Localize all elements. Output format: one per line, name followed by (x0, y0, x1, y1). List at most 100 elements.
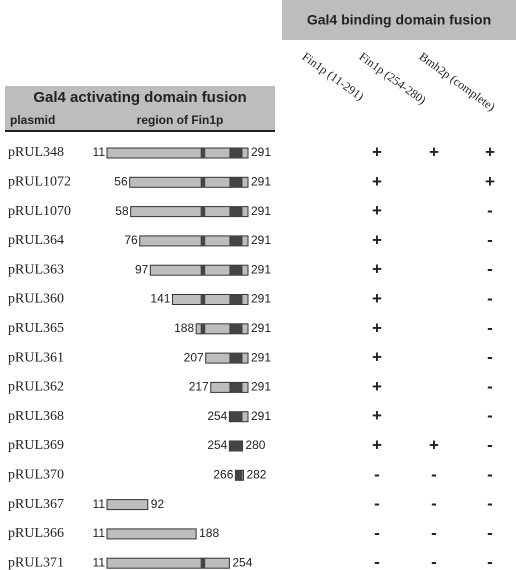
column-label: Bmh2p (complete) (417, 49, 498, 113)
region-bar (129, 176, 249, 188)
result: + (372, 318, 382, 337)
result: + (372, 406, 382, 425)
domain-block (200, 235, 206, 246)
result: - (431, 465, 437, 484)
domain-block (229, 294, 243, 305)
result: - (487, 318, 493, 337)
region-start: 58 (115, 204, 129, 218)
region-end: 291 (251, 350, 271, 364)
region-bar (130, 206, 249, 218)
region-end: 282 (246, 467, 266, 481)
binding-title: Gal4 binding domain fusion (307, 12, 491, 28)
column-label: Fin1p (11-291) (300, 49, 367, 103)
region-bar (106, 499, 149, 511)
result: + (372, 230, 382, 249)
region-end: 92 (151, 497, 165, 511)
activating-header-box (5, 86, 275, 130)
region-start: 254 (207, 409, 227, 423)
plasmid: pRUL368 (8, 409, 64, 424)
result: - (487, 201, 493, 220)
domain-block (229, 265, 243, 276)
plasmid: pRUL367 (8, 497, 64, 512)
region-bar (106, 557, 230, 569)
result: - (487, 230, 493, 249)
region-end: 291 (251, 292, 271, 306)
plasmid: pRUL1072 (8, 175, 71, 190)
region-start: 97 (135, 262, 149, 276)
region-end: 291 (251, 174, 271, 188)
domain-block (229, 323, 243, 334)
result: + (429, 142, 439, 161)
plasmid-label: plasmid (10, 113, 55, 127)
result: - (374, 523, 380, 542)
result: - (487, 377, 493, 396)
plasmid: pRUL366 (8, 526, 64, 541)
domain-block (200, 323, 206, 334)
result: - (431, 553, 437, 570)
result: + (372, 435, 382, 454)
region-bar (139, 235, 249, 247)
result: + (372, 348, 382, 367)
plasmid: pRUL370 (8, 468, 64, 483)
plasmid: pRUL365 (8, 321, 64, 336)
result: + (372, 260, 382, 279)
result: - (431, 494, 437, 513)
region-start: 11 (93, 555, 106, 569)
domain-block (229, 206, 243, 217)
domain-block (200, 294, 206, 305)
region-end: 291 (251, 409, 271, 423)
result: - (487, 289, 493, 308)
result: + (485, 142, 495, 161)
region-start: 11 (93, 526, 106, 540)
plasmid: pRUL1070 (8, 204, 71, 219)
region-end: 280 (245, 438, 265, 452)
result: - (374, 465, 380, 484)
region-start: 56 (114, 174, 128, 188)
domain-block (229, 441, 243, 451)
region-end: 291 (251, 233, 271, 247)
plasmid: pRUL363 (8, 262, 64, 277)
region-start: 254 (207, 438, 227, 452)
result: - (431, 523, 437, 542)
result: - (487, 348, 493, 367)
region-end: 291 (251, 262, 271, 276)
domain-block (200, 148, 206, 158)
region-start: 207 (184, 350, 204, 364)
plasmid: pRUL348 (8, 145, 64, 160)
region-bar (106, 528, 197, 540)
result: - (487, 260, 493, 279)
domain-block (200, 265, 206, 276)
domain-block (229, 148, 243, 158)
region-bar (195, 323, 249, 335)
result: - (487, 465, 493, 484)
activating-title: Gal4 activating domain fusion (33, 89, 246, 106)
result: - (487, 523, 493, 542)
region-bar (205, 352, 249, 364)
result: - (374, 494, 380, 513)
region-start: 76 (124, 233, 138, 247)
result: + (372, 172, 382, 191)
region-end: 291 (251, 380, 271, 394)
domain-block (200, 206, 206, 217)
region-end: 188 (199, 526, 219, 540)
region-end: 291 (251, 321, 271, 335)
region-end: 254 (232, 555, 252, 569)
domain-block (235, 470, 243, 481)
region-bar (106, 147, 249, 159)
binding-header-box (282, 0, 516, 40)
result: - (487, 435, 493, 454)
region-end: 291 (251, 204, 271, 218)
domain-block (229, 382, 243, 393)
result: + (372, 377, 382, 396)
result: + (372, 142, 382, 161)
plasmid: pRUL371 (8, 555, 64, 570)
region-start: 217 (189, 380, 209, 394)
domain-block (229, 235, 243, 246)
region-start: 266 (213, 467, 233, 481)
result: - (487, 406, 493, 425)
region-start: 11 (93, 145, 106, 159)
region-start: 11 (93, 497, 106, 511)
region-start: 141 (150, 292, 170, 306)
domain-block (229, 353, 243, 364)
